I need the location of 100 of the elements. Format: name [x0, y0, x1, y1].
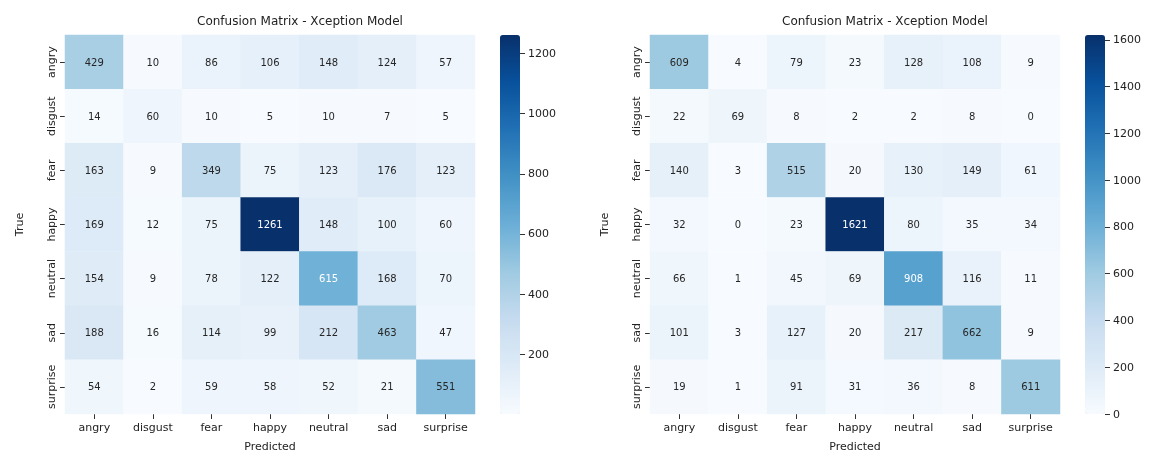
color-bar-label: 1000 — [1113, 173, 1141, 187]
chart-title: Confusion Matrix - Xception Model — [782, 14, 988, 28]
y-tick-label: disgust — [45, 95, 58, 137]
data-label: 11 — [1024, 273, 1038, 285]
data-label: 57 — [439, 56, 453, 68]
data-label: 154 — [84, 273, 104, 285]
data-label: 106 — [260, 56, 280, 68]
data-label: 169 — [84, 219, 104, 230]
color-bar-label: 1200 — [1113, 126, 1141, 140]
data-label: 75 — [263, 164, 277, 176]
data-label: 54 — [87, 381, 101, 393]
data-label: 60 — [146, 110, 160, 122]
data-label: 188 — [84, 327, 104, 339]
data-label: 52 — [322, 381, 335, 393]
x-tick-label: neutral — [893, 421, 934, 434]
data-label: 108 — [962, 56, 982, 68]
data-label: 176 — [377, 164, 397, 176]
data-label: 61 — [1024, 164, 1038, 176]
x-tick-label: disgust — [717, 421, 759, 434]
data-label: 163 — [84, 164, 104, 176]
data-label: 20 — [848, 164, 862, 176]
data-label: 10 — [146, 56, 160, 68]
data-label: 23 — [790, 219, 803, 230]
data-label: 127 — [786, 327, 806, 339]
data-label: 609 — [669, 56, 689, 68]
data-label: 8 — [793, 110, 800, 122]
y-tick-label: disgust — [630, 95, 643, 137]
data-label: 80 — [907, 219, 920, 230]
color-bar-label: 800 — [528, 167, 549, 181]
data-label: 123 — [436, 164, 456, 176]
data-label: 20 — [848, 327, 862, 339]
data-label: 47 — [439, 327, 453, 339]
x-tick-label: angry — [78, 421, 111, 434]
x-tick-label: disgust — [132, 421, 174, 434]
data-label: 8 — [968, 381, 976, 393]
data-label: 149 — [962, 164, 982, 176]
data-label: 66 — [672, 273, 686, 285]
y-tick-label: happy — [630, 206, 643, 242]
data-label: 58 — [263, 381, 277, 393]
data-label: 8 — [968, 110, 976, 122]
data-label: 130 — [904, 164, 924, 176]
data-label: 5 — [266, 110, 274, 122]
data-label: 14 — [87, 110, 101, 122]
data-label: 2 — [149, 381, 157, 393]
x-tick-label: fear — [200, 421, 223, 434]
data-label: 463 — [377, 327, 397, 339]
data-label: 34 — [1024, 219, 1038, 230]
color-bar-label: 0 — [1113, 407, 1120, 421]
data-label: 12 — [146, 219, 160, 230]
data-label: 148 — [319, 219, 339, 230]
data-label: 100 — [377, 219, 397, 230]
data-label: 7 — [383, 110, 391, 122]
data-label: 551 — [436, 381, 456, 393]
x-tick-label: fear — [785, 421, 808, 434]
data-label: 3 — [734, 164, 742, 176]
data-label: 4 — [734, 56, 742, 68]
y-tick-label: neutral — [45, 258, 58, 299]
color-bar-label: 400 — [528, 287, 549, 301]
color-bar-label: 1600 — [1113, 33, 1141, 47]
data-label: 349 — [201, 164, 221, 176]
data-label: 0 — [734, 219, 742, 230]
y-axis-title: True — [13, 212, 26, 238]
color-bar-label: 600 — [1113, 267, 1134, 281]
data-label: 36 — [907, 381, 920, 393]
x-tick-label: neutral — [308, 421, 349, 434]
data-label: 116 — [962, 273, 982, 285]
data-label: 212 — [319, 327, 339, 339]
x-tick-label: sad — [377, 421, 397, 434]
data-label: 35 — [965, 219, 979, 230]
data-label: 2 — [851, 110, 859, 122]
y-tick-label: fear — [45, 158, 58, 182]
y-tick-label: fear — [630, 158, 643, 182]
data-label: 86 — [205, 56, 218, 68]
data-label: 114 — [201, 327, 221, 339]
data-label: 79 — [790, 56, 803, 68]
data-label: 168 — [377, 273, 397, 285]
data-label: 128 — [904, 56, 924, 68]
data-label: 75 — [205, 219, 218, 230]
x-tick-label: surprise — [1008, 421, 1054, 434]
data-label: 19 — [672, 381, 686, 393]
data-label: 60 — [439, 219, 453, 230]
data-label: 1 — [734, 381, 742, 393]
data-label: 217 — [904, 327, 924, 339]
data-label: 9 — [149, 164, 157, 176]
data-label: 69 — [848, 273, 862, 285]
data-label: 70 — [439, 273, 453, 285]
data-label: 611 — [1021, 381, 1041, 393]
x-tick-label: sad — [962, 421, 982, 434]
data-label: 0 — [1027, 110, 1034, 122]
data-label: 45 — [790, 273, 803, 285]
x-tick-label: surprise — [423, 421, 469, 434]
data-label: 16 — [146, 327, 160, 339]
data-label: 78 — [205, 273, 218, 285]
color-bar-label: 800 — [1113, 220, 1134, 234]
data-label: 22 — [672, 110, 686, 122]
data-label: 10 — [322, 110, 335, 122]
data-label: 515 — [786, 164, 806, 176]
y-tick-label: angry — [45, 45, 58, 78]
data-label: 69 — [731, 110, 745, 122]
data-label: 5 — [442, 110, 449, 122]
